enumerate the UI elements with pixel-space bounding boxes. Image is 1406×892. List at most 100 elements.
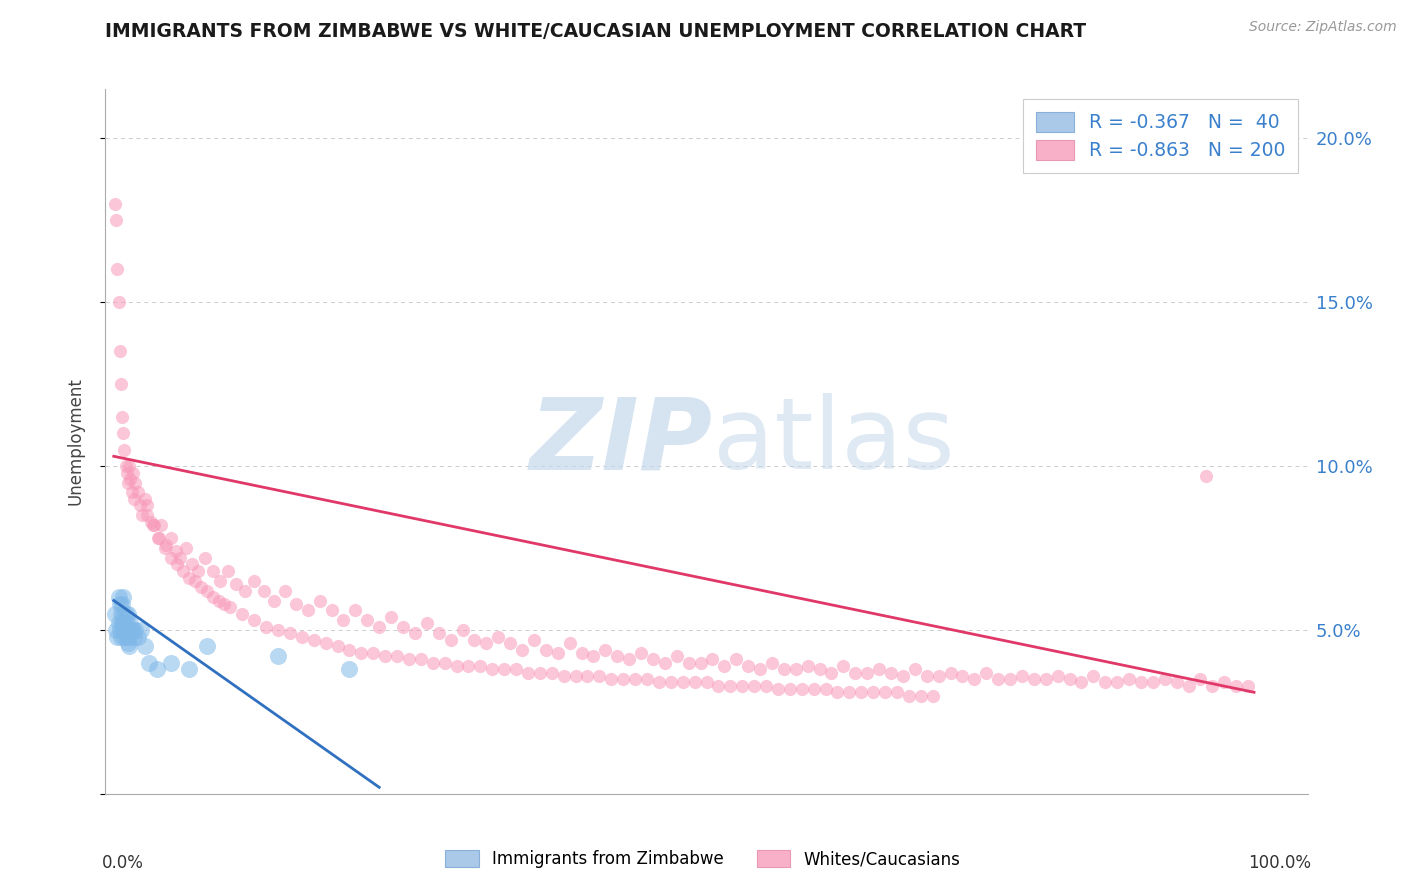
Point xyxy=(576,669,599,683)
Point xyxy=(1195,469,1218,483)
Point xyxy=(190,581,212,595)
Point xyxy=(540,665,562,680)
Point xyxy=(718,679,741,693)
Point xyxy=(1153,672,1175,686)
Point xyxy=(463,632,485,647)
Point xyxy=(115,466,138,480)
Point xyxy=(117,607,139,621)
Point xyxy=(374,649,396,664)
Point xyxy=(110,630,132,644)
Point xyxy=(832,659,855,673)
Legend: Immigrants from Zimbabwe, Whites/Caucasians: Immigrants from Zimbabwe, Whites/Caucasi… xyxy=(439,843,967,875)
Point xyxy=(108,623,131,637)
Point xyxy=(939,665,962,680)
Point xyxy=(1129,675,1152,690)
Point xyxy=(308,593,330,607)
Point xyxy=(654,656,676,670)
Point xyxy=(121,485,143,500)
Point xyxy=(169,550,191,565)
Point xyxy=(636,672,658,686)
Point xyxy=(820,665,842,680)
Point xyxy=(952,669,974,683)
Point xyxy=(111,616,134,631)
Point xyxy=(749,662,772,676)
Point xyxy=(731,679,754,693)
Point xyxy=(475,636,498,650)
Point xyxy=(166,558,188,572)
Point xyxy=(145,662,167,676)
Point xyxy=(112,426,135,441)
Point xyxy=(120,630,142,644)
Point xyxy=(122,491,145,506)
Point xyxy=(1177,679,1199,693)
Point xyxy=(267,623,290,637)
Point xyxy=(208,574,231,588)
Point xyxy=(117,475,139,490)
Point xyxy=(274,583,297,598)
Point xyxy=(678,656,700,670)
Point xyxy=(648,675,671,690)
Point xyxy=(1046,669,1069,683)
Point xyxy=(187,564,209,578)
Text: 100.0%: 100.0% xyxy=(1249,854,1312,871)
Point xyxy=(368,620,391,634)
Point xyxy=(796,659,818,673)
Point xyxy=(481,662,503,676)
Point xyxy=(263,593,285,607)
Point xyxy=(297,603,319,617)
Point xyxy=(1213,675,1236,690)
Point xyxy=(214,597,236,611)
Point xyxy=(134,491,156,506)
Point xyxy=(172,564,194,578)
Point xyxy=(897,689,920,703)
Point xyxy=(253,583,276,598)
Point xyxy=(1035,672,1057,686)
Point xyxy=(121,623,143,637)
Point xyxy=(122,630,145,644)
Point xyxy=(107,591,129,605)
Point xyxy=(278,626,301,640)
Point xyxy=(134,640,156,654)
Text: Source: ZipAtlas.com: Source: ZipAtlas.com xyxy=(1249,20,1396,34)
Point xyxy=(1225,679,1247,693)
Point xyxy=(219,600,242,615)
Point xyxy=(446,659,468,673)
Point xyxy=(803,681,825,696)
Point xyxy=(207,593,229,607)
Point xyxy=(243,574,266,588)
Point xyxy=(120,616,142,631)
Point xyxy=(121,466,143,480)
Text: ZIP: ZIP xyxy=(530,393,713,490)
Point xyxy=(974,665,997,680)
Point xyxy=(127,485,149,500)
Point xyxy=(105,262,128,277)
Point xyxy=(114,623,136,637)
Point xyxy=(160,550,183,565)
Point xyxy=(114,607,136,621)
Point xyxy=(1237,679,1260,693)
Point xyxy=(915,669,938,683)
Point xyxy=(659,675,682,690)
Point xyxy=(124,623,146,637)
Point xyxy=(457,659,479,673)
Point xyxy=(921,689,943,703)
Point xyxy=(332,613,354,627)
Point xyxy=(494,662,516,676)
Point xyxy=(1107,675,1129,690)
Point xyxy=(862,685,884,699)
Point xyxy=(118,459,141,474)
Point xyxy=(111,409,134,424)
Text: atlas: atlas xyxy=(713,393,955,490)
Point xyxy=(194,550,217,565)
Point xyxy=(564,669,586,683)
Point xyxy=(254,620,277,634)
Point xyxy=(439,632,461,647)
Point xyxy=(120,472,142,486)
Point xyxy=(571,646,593,660)
Point xyxy=(606,649,628,664)
Point xyxy=(582,649,605,664)
Point xyxy=(1059,672,1081,686)
Point xyxy=(117,636,139,650)
Point xyxy=(409,652,432,666)
Point xyxy=(148,531,170,545)
